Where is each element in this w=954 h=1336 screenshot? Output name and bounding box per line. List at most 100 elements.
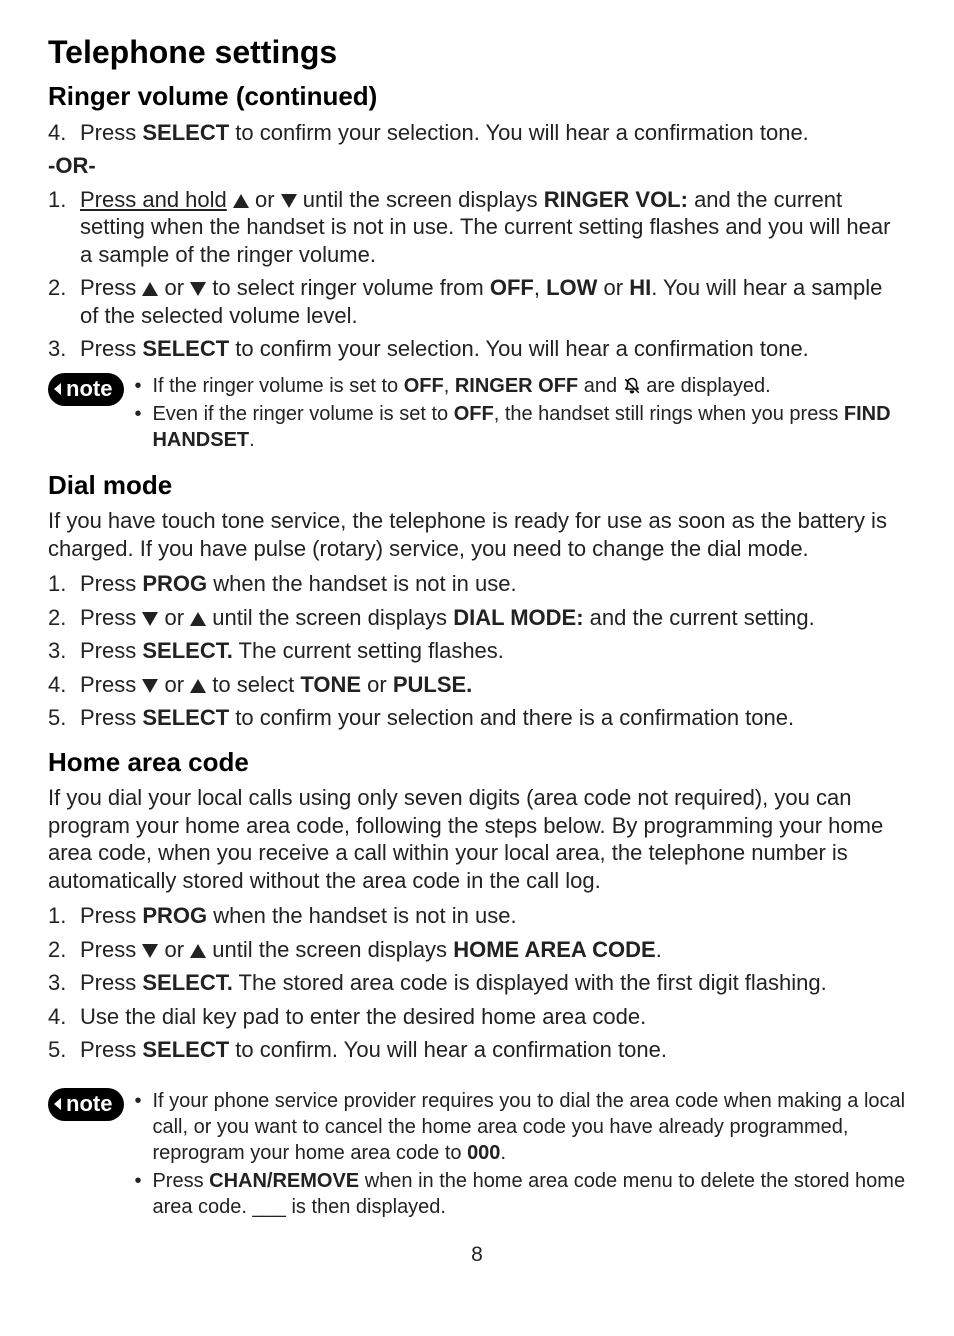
text: Press <box>80 605 142 630</box>
step-text: Press SELECT. The current setting flashe… <box>80 637 906 665</box>
ringer-vol-label: RINGER VOL: <box>544 187 688 212</box>
dial-mode-intro: If you have touch tone service, the tele… <box>48 507 906 562</box>
text: when the handset is not in use. <box>207 903 516 928</box>
step-text: Press PROG when the handset is not in us… <box>80 570 906 598</box>
text: If the ringer volume is set to <box>152 375 403 397</box>
text: Press <box>80 571 142 596</box>
step-number: 1. <box>48 186 80 269</box>
off-label: OFF <box>404 375 444 397</box>
hi-label: HI <box>629 275 651 300</box>
list-item: 4. Press or to select TONE or PULSE. <box>48 671 906 699</box>
text: or <box>158 605 190 630</box>
step-number: 4. <box>48 1003 80 1031</box>
text: until the screen displays <box>206 605 453 630</box>
text: to confirm. You will hear a confirmation… <box>229 1037 667 1062</box>
text: Even if the ringer volume is set to <box>152 403 453 425</box>
text: Press <box>80 705 142 730</box>
text: or <box>158 672 190 697</box>
step-number: 2. <box>48 604 80 632</box>
text: , the handset still rings when you press <box>494 403 844 425</box>
note-item: • If the ringer volume is set to OFF, RI… <box>134 373 906 399</box>
note-text: Press CHAN/REMOVE when in the home area … <box>152 1168 906 1220</box>
home-area-code-label: HOME AREA CODE <box>453 937 656 962</box>
list-item: 4. Use the dial key pad to enter the des… <box>48 1003 906 1031</box>
step-number: 1. <box>48 570 80 598</box>
text: Press <box>80 937 142 962</box>
step-text: Press SELECT to confirm your selection a… <box>80 704 906 732</box>
select-label: SELECT <box>142 1037 229 1062</box>
ringer-heading: Ringer volume (continued) <box>48 80 906 113</box>
select-label: SELECT <box>142 120 229 145</box>
off-label: OFF <box>490 275 534 300</box>
list-item: 1. Press PROG when the handset is not in… <box>48 570 906 598</box>
home-steps: 1. Press PROG when the handset is not in… <box>48 902 906 1064</box>
step-text: Use the dial key pad to enter the desire… <box>80 1003 906 1031</box>
note-text: If your phone service provider requires … <box>152 1088 906 1166</box>
prog-label: PROG <box>142 571 207 596</box>
text: The stored area code is displayed with t… <box>233 970 827 995</box>
page-number: 8 <box>48 1242 906 1268</box>
note-item: • Press CHAN/REMOVE when in the home are… <box>134 1168 906 1220</box>
triangle-up-icon <box>233 194 249 208</box>
text: or <box>158 937 190 962</box>
off-label: OFF <box>454 403 494 425</box>
tone-label: TONE <box>300 672 361 697</box>
dial-mode-label: DIAL MODE: <box>453 605 583 630</box>
list-item: 1. Press and hold or until the screen di… <box>48 186 906 269</box>
text: , <box>444 375 455 397</box>
chan-remove-label: CHAN/REMOVE <box>209 1170 359 1192</box>
ringer-alt-steps: 1. Press and hold or until the screen di… <box>48 186 906 363</box>
note-text: If the ringer volume is set to OFF, RING… <box>152 373 906 399</box>
note-badge: note <box>48 1088 124 1122</box>
note-item: • If your phone service provider require… <box>134 1088 906 1166</box>
bell-off-icon <box>623 377 641 395</box>
bullet-icon: • <box>134 373 152 399</box>
ringer-steps: 4. Press SELECT to confirm your selectio… <box>48 119 906 147</box>
text: , <box>534 275 546 300</box>
triangle-up-icon <box>190 679 206 693</box>
text: until the screen displays <box>297 187 544 212</box>
step-text: Press SELECT. The stored area code is di… <box>80 969 906 997</box>
step-number: 5. <box>48 1036 80 1064</box>
select-label: SELECT <box>142 336 229 361</box>
text: Use the dial key pad to enter the desire… <box>80 1004 646 1029</box>
note-list: • If your phone service provider require… <box>134 1088 906 1222</box>
text: Press <box>80 970 142 995</box>
note-badge: note <box>48 373 124 407</box>
text: Press <box>152 1170 209 1192</box>
step-number: 1. <box>48 902 80 930</box>
text: Press <box>80 672 142 697</box>
page-title: Telephone settings <box>48 32 906 72</box>
step-number: 4. <box>48 671 80 699</box>
bullet-icon: • <box>134 1168 152 1220</box>
zero-label: 000 <box>467 1142 500 1164</box>
text: If your phone service provider requires … <box>152 1090 905 1164</box>
list-item: 2. Press or to select ringer volume from… <box>48 274 906 329</box>
text: to confirm your selection. You will hear… <box>229 336 809 361</box>
text: . <box>656 937 662 962</box>
step-number: 5. <box>48 704 80 732</box>
step-number: 2. <box>48 274 80 329</box>
text: or <box>361 672 393 697</box>
press-hold-label: Press and hold <box>80 187 227 212</box>
text: Press <box>80 275 142 300</box>
text: to select ringer volume from <box>206 275 490 300</box>
list-item: 3. Press SELECT. The current setting fla… <box>48 637 906 665</box>
list-item: 1. Press PROG when the handset is not in… <box>48 902 906 930</box>
step-number: 3. <box>48 969 80 997</box>
list-item: 5. Press SELECT to confirm your selectio… <box>48 704 906 732</box>
select-label: SELECT <box>142 705 229 730</box>
note-block: note • If the ringer volume is set to OF… <box>48 373 906 455</box>
list-item: 2. Press or until the screen displays HO… <box>48 936 906 964</box>
text: . <box>249 429 255 451</box>
triangle-up-icon <box>142 282 158 296</box>
or-separator: -OR- <box>48 152 906 180</box>
note-list: • If the ringer volume is set to OFF, RI… <box>134 373 906 455</box>
step-text: Press PROG when the handset is not in us… <box>80 902 906 930</box>
step-text: Press and hold or until the screen displ… <box>80 186 906 269</box>
dial-mode-heading: Dial mode <box>48 469 906 502</box>
list-item: 2. Press or until the screen displays DI… <box>48 604 906 632</box>
note-item: • Even if the ringer volume is set to OF… <box>134 401 906 453</box>
text: or <box>597 275 629 300</box>
low-label: LOW <box>546 275 597 300</box>
